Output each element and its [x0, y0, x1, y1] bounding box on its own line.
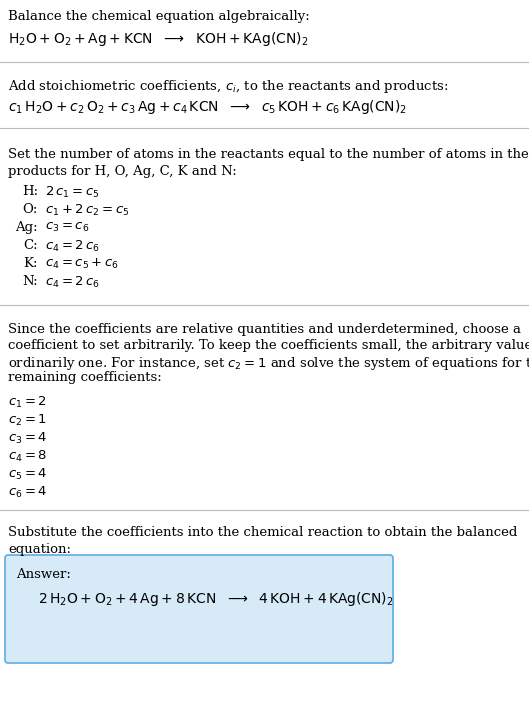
Text: equation:: equation:	[8, 543, 71, 556]
Text: Since the coefficients are relative quantities and underdetermined, choose a: Since the coefficients are relative quan…	[8, 323, 521, 336]
Text: $c_1\,\mathrm{H_2O} + c_2\,\mathrm{O_2} + c_3\,\mathrm{Ag} + c_4\,\mathrm{KCN}$ : $c_1\,\mathrm{H_2O} + c_2\,\mathrm{O_2} …	[8, 98, 407, 116]
Text: coefficient to set arbitrarily. To keep the coefficients small, the arbitrary va: coefficient to set arbitrarily. To keep …	[8, 339, 529, 352]
Text: $2\,\mathrm{H_2O} + \mathrm{O_2} + 4\,\mathrm{Ag} + 8\,\mathrm{KCN}$  $\longrigh: $2\,\mathrm{H_2O} + \mathrm{O_2} + 4\,\m…	[38, 590, 394, 608]
Text: $c_3 = 4$: $c_3 = 4$	[8, 431, 48, 446]
Text: $c_5 = 4$: $c_5 = 4$	[8, 467, 48, 482]
Text: products for H, O, Ag, C, K and N:: products for H, O, Ag, C, K and N:	[8, 165, 237, 178]
Text: $c_4 = 2\,c_6$: $c_4 = 2\,c_6$	[45, 275, 100, 290]
Text: Add stoichiometric coefficients, $c_i$, to the reactants and products:: Add stoichiometric coefficients, $c_i$, …	[8, 78, 449, 95]
Text: O:: O:	[23, 203, 38, 216]
Text: Answer:: Answer:	[16, 568, 71, 581]
Text: H:: H:	[22, 185, 38, 198]
FancyBboxPatch shape	[5, 555, 393, 663]
Text: $2\,c_1 = c_5$: $2\,c_1 = c_5$	[45, 185, 99, 200]
Text: remaining coefficients:: remaining coefficients:	[8, 371, 162, 384]
Text: $c_2 = 1$: $c_2 = 1$	[8, 413, 47, 428]
Text: K:: K:	[23, 257, 38, 270]
Text: $c_3 = c_6$: $c_3 = c_6$	[45, 221, 89, 234]
Text: $\mathrm{H_2O + O_2 + Ag + KCN}$  $\longrightarrow$  $\mathrm{KOH + KAg(CN)_2}$: $\mathrm{H_2O + O_2 + Ag + KCN}$ $\longr…	[8, 30, 308, 48]
Text: $c_1 + 2\,c_2 = c_5$: $c_1 + 2\,c_2 = c_5$	[45, 203, 130, 218]
Text: Set the number of atoms in the reactants equal to the number of atoms in the: Set the number of atoms in the reactants…	[8, 148, 529, 161]
Text: C:: C:	[23, 239, 38, 252]
Text: $c_4 = c_5 + c_6$: $c_4 = c_5 + c_6$	[45, 257, 119, 271]
Text: $c_4 = 8$: $c_4 = 8$	[8, 449, 47, 464]
Text: Ag:: Ag:	[15, 221, 38, 234]
Text: Substitute the coefficients into the chemical reaction to obtain the balanced: Substitute the coefficients into the che…	[8, 526, 517, 539]
Text: $c_4 = 2\,c_6$: $c_4 = 2\,c_6$	[45, 239, 100, 254]
Text: N:: N:	[22, 275, 38, 288]
Text: ordinarily one. For instance, set $c_2 = 1$ and solve the system of equations fo: ordinarily one. For instance, set $c_2 =…	[8, 355, 529, 372]
Text: $c_6 = 4$: $c_6 = 4$	[8, 485, 48, 500]
Text: $c_1 = 2$: $c_1 = 2$	[8, 395, 47, 410]
Text: Balance the chemical equation algebraically:: Balance the chemical equation algebraica…	[8, 10, 310, 23]
